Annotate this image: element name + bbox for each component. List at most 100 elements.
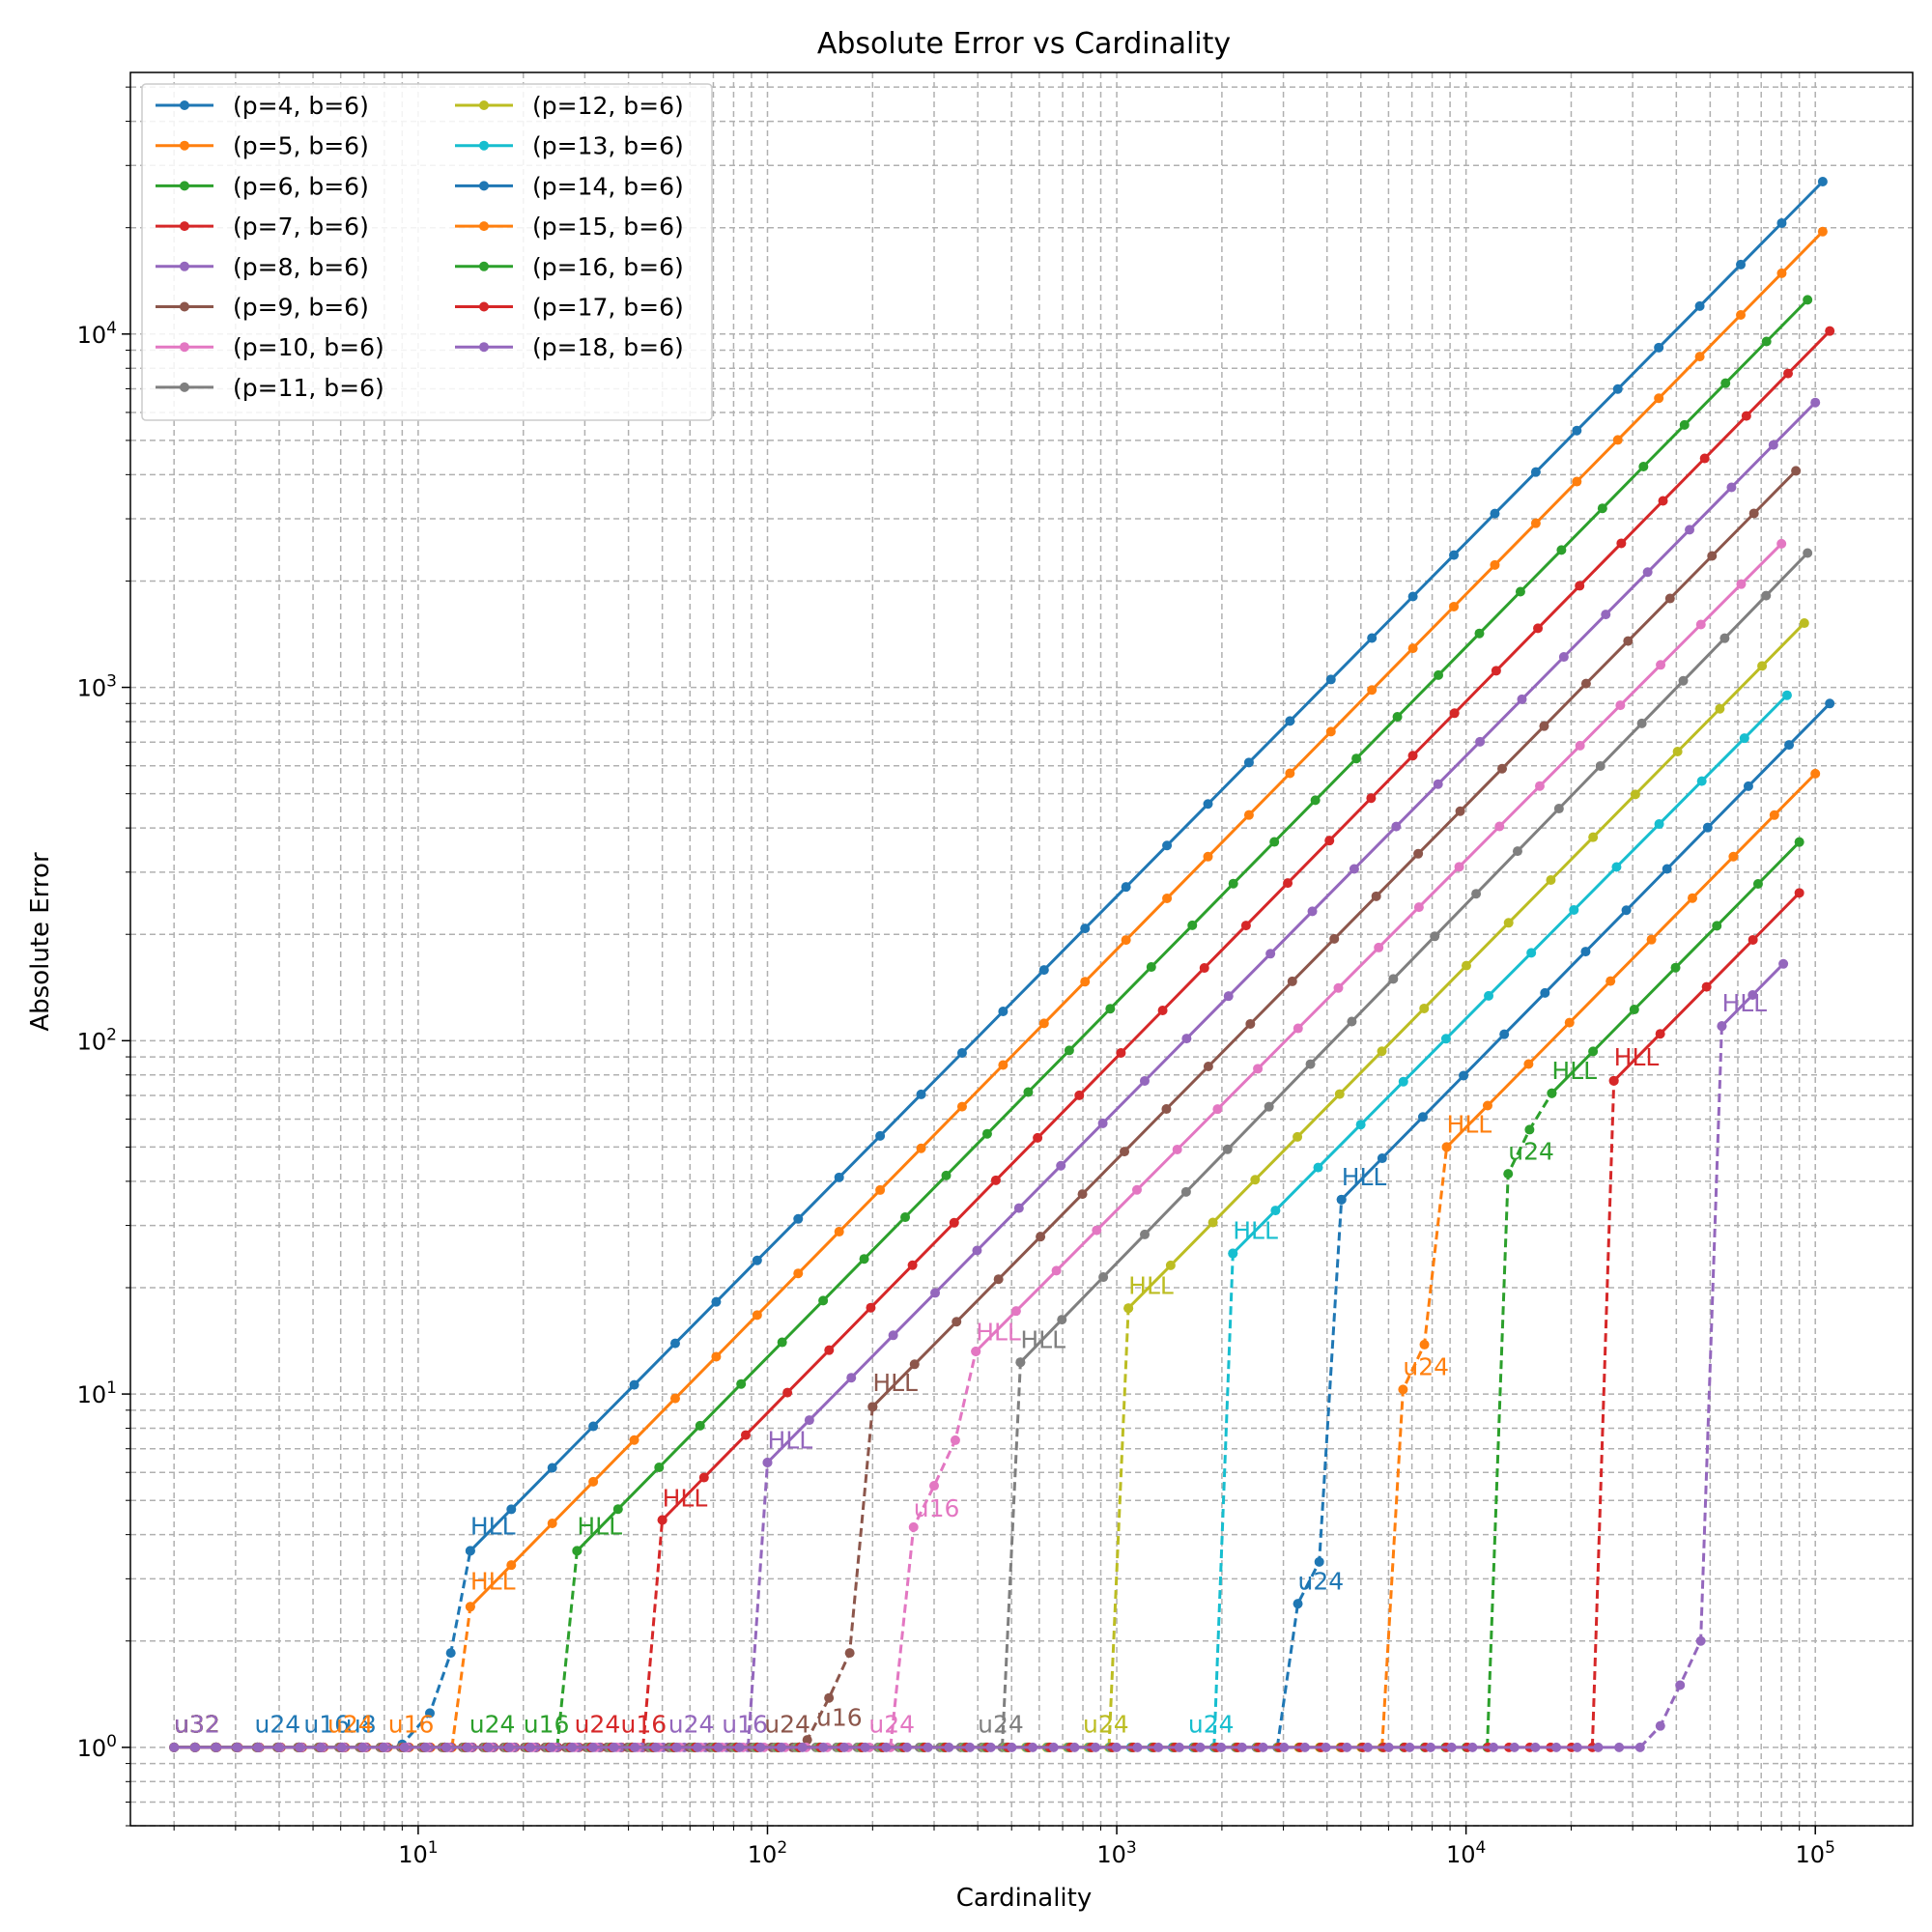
data-point: [1180, 1186, 1191, 1197]
series-hll-line: [1232, 694, 1788, 1255]
data-point: [1695, 619, 1706, 630]
legend-item: (p=16, b=6): [455, 253, 684, 281]
annotation-hll: HLL: [1342, 1163, 1387, 1191]
data-point: [1140, 1229, 1151, 1239]
data-point: [909, 1359, 920, 1370]
data-point: [1530, 518, 1541, 528]
data-point: [1547, 1088, 1557, 1098]
data-point: [1612, 435, 1623, 445]
data-point: [776, 1742, 786, 1752]
legend-swatch-marker: [479, 221, 489, 232]
data-point: [465, 1546, 475, 1556]
annotation-hll: HLL: [1614, 1043, 1660, 1071]
data-point: [916, 1143, 926, 1153]
data-point: [1621, 905, 1632, 916]
data-point: [1776, 538, 1787, 549]
data-point: [1499, 1029, 1510, 1039]
data-point: [1313, 1162, 1323, 1173]
data-point: [1696, 776, 1707, 786]
data-point: [1794, 837, 1804, 847]
data-point: [1293, 1131, 1303, 1142]
data-point: [1314, 1556, 1324, 1567]
data-point: [1174, 1742, 1184, 1752]
legend-item: (p=17, b=6): [455, 294, 684, 322]
data-point: [1419, 1003, 1430, 1013]
annotation-u32: u32: [174, 1711, 220, 1739]
data-point: [711, 1351, 722, 1362]
data-point: [1553, 804, 1564, 814]
legend-label: (p=12, b=6): [532, 92, 684, 120]
annotation-hll: HLL: [1020, 1325, 1065, 1353]
data-point: [965, 1742, 976, 1752]
series-transition-line: [1107, 1308, 1130, 1747]
annotation-u32: u32: [174, 1711, 220, 1739]
data-point: [1440, 1034, 1451, 1044]
data-point: [1362, 1742, 1373, 1752]
y-tick-label: 100: [77, 1732, 117, 1762]
data-point: [1120, 1147, 1130, 1157]
data-point: [824, 1345, 835, 1355]
legend-item: (p=9, b=6): [156, 294, 369, 322]
data-point: [1203, 851, 1213, 862]
annotation-hll: HLL: [872, 1369, 918, 1397]
data-point: [1572, 1742, 1582, 1752]
data-point: [990, 1175, 1001, 1185]
annotation-u24: u24: [575, 1711, 621, 1739]
data-point: [1615, 700, 1626, 711]
data-point: [1530, 467, 1541, 477]
data-point: [1287, 976, 1297, 986]
data-point: [232, 1742, 242, 1752]
data-point: [1556, 545, 1567, 555]
data-point: [1715, 703, 1725, 714]
annotation-u24: u24: [327, 1711, 374, 1739]
data-point: [1245, 1018, 1256, 1029]
data-point: [654, 1463, 665, 1473]
data-point: [1794, 888, 1804, 898]
data-point: [834, 1227, 844, 1237]
legend-label: (p=6, b=6): [233, 172, 369, 200]
data-point: [1630, 789, 1640, 800]
series-transition-line: [1590, 1080, 1616, 1747]
annotation-u24: u24: [868, 1711, 915, 1739]
data-point: [1199, 963, 1209, 974]
data-point: [1803, 295, 1813, 305]
data-point: [793, 1268, 804, 1279]
data-point: [1162, 893, 1173, 903]
data-point: [1694, 352, 1705, 362]
data-point: [1203, 799, 1213, 810]
series-hll-line: [766, 401, 1817, 1464]
chart-title: Absolute Error vs Cardinality: [817, 27, 1231, 61]
data-point: [1203, 1062, 1213, 1072]
data-point: [1310, 795, 1321, 806]
data-point: [445, 1648, 456, 1659]
data-point: [762, 1457, 773, 1467]
data-point: [824, 1692, 835, 1703]
data-point: [1569, 904, 1579, 915]
legend-swatch-marker: [180, 382, 189, 392]
data-point: [1098, 1272, 1109, 1283]
legend-box: [141, 83, 713, 421]
data-point: [1388, 974, 1399, 984]
legend-swatch-marker: [180, 140, 189, 151]
legend-swatch-marker: [479, 100, 489, 110]
legend-label: (p=9, b=6): [233, 294, 369, 322]
data-point: [1614, 1742, 1625, 1752]
legend-swatch-marker: [479, 342, 489, 353]
data-point: [1446, 1742, 1457, 1752]
data-point: [1658, 496, 1668, 506]
data-point: [1023, 1087, 1034, 1097]
data-point: [572, 1546, 582, 1556]
data-point: [650, 1742, 661, 1752]
data-point: [1157, 1005, 1168, 1015]
y-tick-label: 103: [77, 672, 117, 702]
data-point: [1747, 989, 1758, 1000]
data-point: [1467, 1742, 1478, 1752]
annotation-u32: u32: [174, 1711, 220, 1739]
data-point: [1250, 1175, 1261, 1185]
data-point: [1367, 633, 1378, 643]
data-point: [1601, 610, 1611, 620]
data-point: [1534, 781, 1545, 791]
annotation-u16: u16: [914, 1494, 960, 1522]
data-point: [1377, 1153, 1387, 1164]
data-point: [1471, 889, 1482, 899]
